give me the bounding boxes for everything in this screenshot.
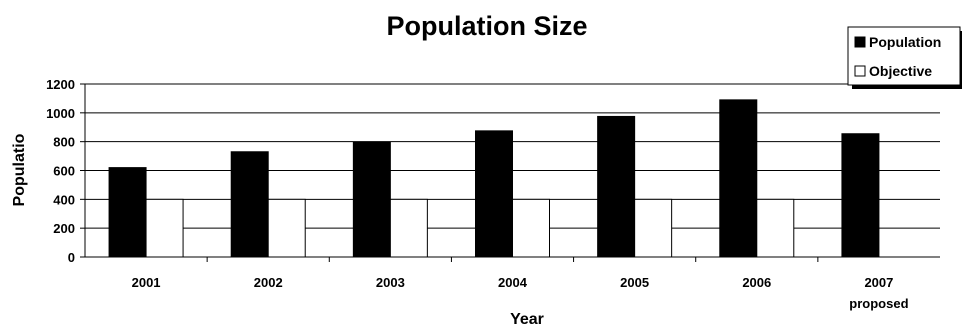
y-tick-label: 1000 (46, 106, 75, 121)
y-tick-labels: 0 200 400 600 800 1000 1200 (46, 77, 85, 265)
legend-box (847, 26, 961, 86)
x-tick-label: 2005 (620, 275, 649, 290)
bar-population (230, 151, 269, 258)
y-tick-label: 1200 (46, 77, 75, 92)
x-tick-label: 2004 (498, 275, 528, 290)
bar-objective (634, 198, 673, 258)
legend-swatch-population (854, 36, 866, 48)
y-tick-label: 600 (53, 164, 75, 179)
x-axis-title: Year (510, 311, 544, 328)
legend-label-population: Population (869, 34, 941, 50)
bar-objective (267, 198, 306, 258)
x-tick-label: 2003 (376, 275, 405, 290)
x-tick-labels: 2001 2002 2003 2004 2005 2006 2007 proposed (132, 257, 909, 311)
bars (108, 99, 880, 258)
y-tick-label: 400 (53, 192, 75, 207)
bar-population (352, 141, 391, 258)
legend: Population Objective (847, 26, 962, 89)
bar-objective (512, 198, 550, 258)
bar-population (841, 133, 880, 258)
x-tick-label: 2002 (254, 275, 283, 290)
bar-population (108, 167, 147, 258)
x-tick-sublabel: proposed (849, 296, 908, 311)
bar-population (719, 99, 758, 258)
y-axis-title: Populatio (11, 133, 28, 206)
bar-population (475, 130, 513, 258)
y-tick-label: 800 (53, 135, 75, 150)
x-tick-label: 2006 (742, 275, 771, 290)
bar-objective (145, 198, 184, 258)
legend-swatch-objective (854, 65, 866, 77)
y-tick-label: 200 (53, 221, 75, 236)
chart-title: Population Size (386, 11, 587, 41)
y-tick-label: 0 (68, 250, 75, 265)
x-tick-label: 2007 (864, 275, 893, 290)
bar-objective (756, 198, 795, 258)
legend-label-objective: Objective (869, 63, 932, 79)
bar-objective (389, 198, 428, 258)
x-tick-label: 2001 (132, 275, 161, 290)
bar-population (597, 115, 636, 258)
